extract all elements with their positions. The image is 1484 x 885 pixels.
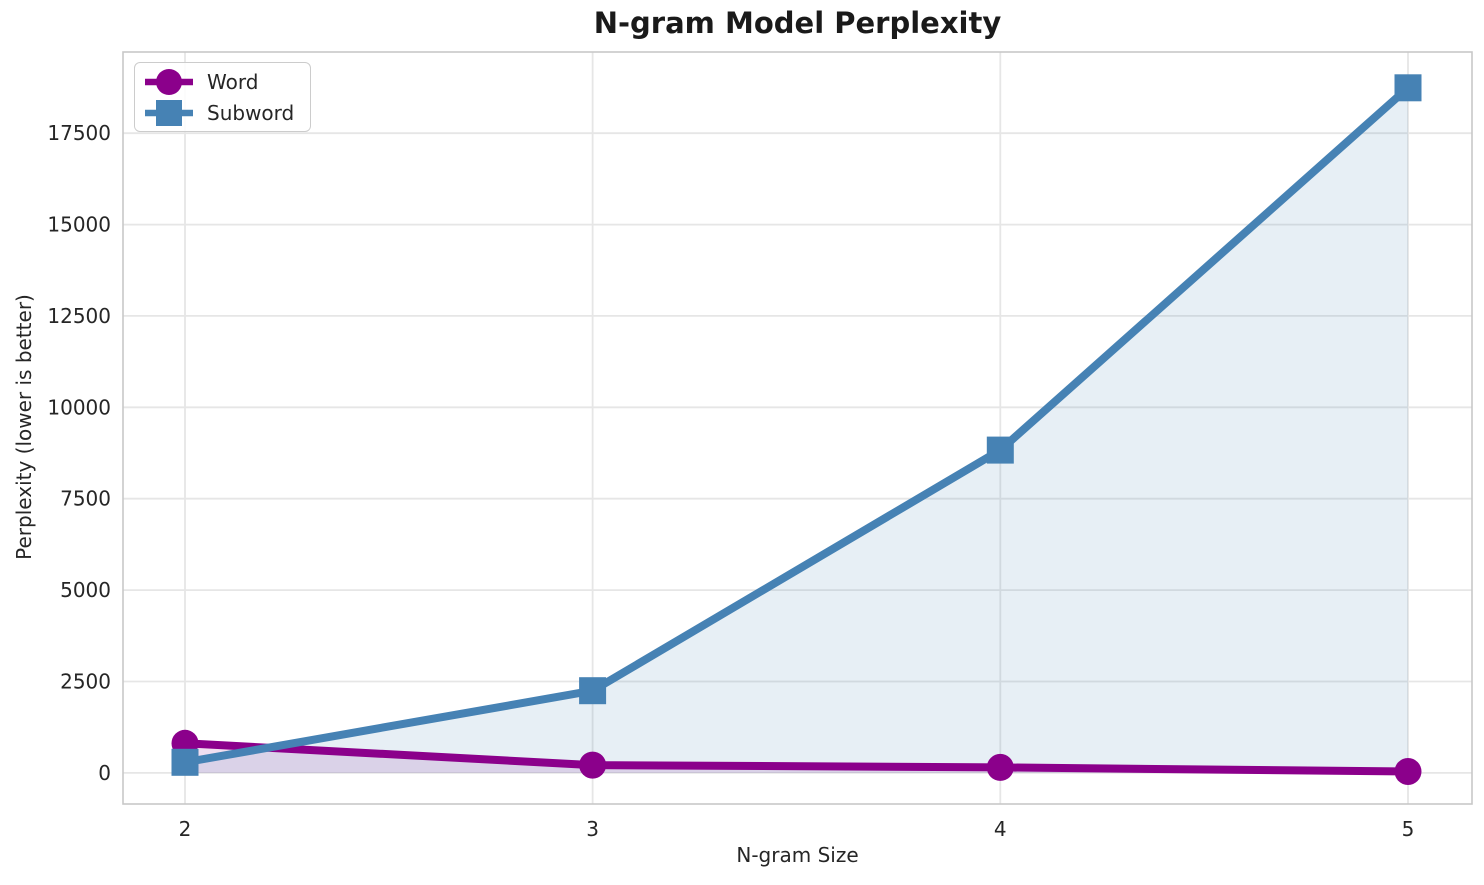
x-tick-label: 4 [994, 817, 1007, 841]
y-tick-label: 15000 [47, 213, 111, 237]
plot-border [122, 51, 1473, 805]
x-tick-label: 3 [586, 817, 599, 841]
area-fill-word [185, 743, 1408, 773]
marker-circle-word [986, 753, 1014, 781]
legend-label: Subword [207, 100, 295, 125]
x-tick-label: 5 [1402, 817, 1415, 841]
y-axis-label: Perplexity (lower is better) [12, 294, 36, 560]
legend-square-marker-icon [145, 99, 193, 126]
y-tick-label: 12500 [47, 304, 111, 328]
legend: Word Subword [134, 62, 312, 132]
legend-label: Word [207, 69, 259, 94]
legend-item-subword: Subword [141, 97, 294, 128]
line-word [184, 739, 1409, 776]
y-tick-label: 7500 [60, 487, 111, 511]
x-axis-label: N-gram Size [736, 843, 859, 867]
marker-square-subword [171, 748, 199, 776]
x-tick-label: 2 [179, 817, 192, 841]
area-fill-subword [185, 87, 1408, 773]
marker-square-subword [986, 436, 1014, 464]
legend-circle-marker-icon [145, 68, 193, 95]
y-tick-label: 0 [98, 761, 111, 785]
chart-title: N-gram Model Perplexity [593, 6, 1002, 40]
y-tick-label: 17500 [47, 121, 111, 145]
marker-square-subword [579, 677, 607, 705]
marker-circle-word [579, 751, 607, 779]
y-tick-label: 2500 [60, 670, 111, 694]
y-tick-label: 5000 [60, 578, 111, 602]
line-subword [184, 84, 1411, 767]
marker-square-subword [1394, 74, 1422, 102]
marker-circle-word [1394, 758, 1422, 785]
y-tick-label: 10000 [47, 395, 111, 419]
legend-item-word: Word [141, 66, 294, 97]
